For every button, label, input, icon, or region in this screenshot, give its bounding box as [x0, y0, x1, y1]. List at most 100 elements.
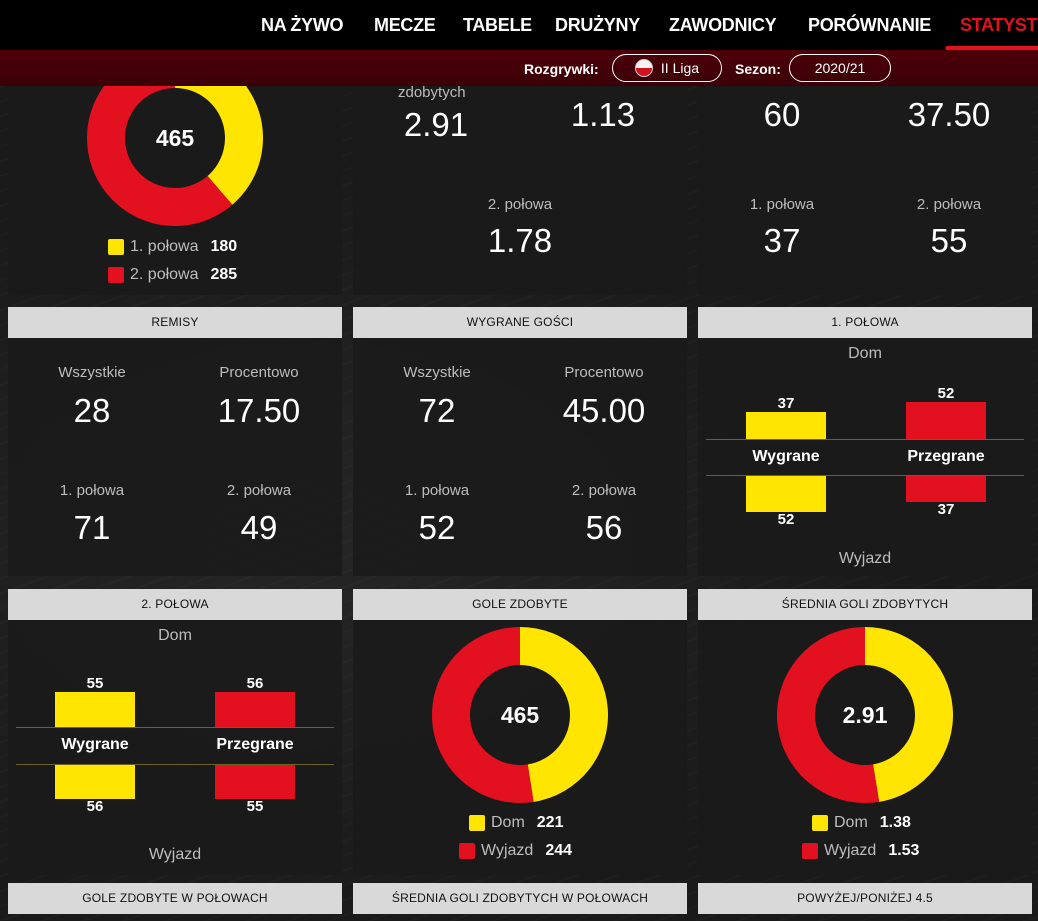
donut-slice-dom: [865, 627, 953, 802]
goals-halves-donut: [87, 86, 263, 226]
bar-value-loss-home: 56: [246, 675, 264, 692]
stat-value-second: 55: [930, 222, 968, 259]
stat-value-all: 60: [763, 96, 801, 133]
nav-na-zywo[interactable]: NA ŻYWO: [261, 15, 344, 35]
legend-dom: Dom 1.38: [812, 814, 911, 832]
bar-value-loss-away: 55: [246, 798, 264, 815]
legend-dom: Dom 221: [469, 814, 563, 832]
legend-wyjazd: Wyjazd 244: [459, 842, 572, 860]
goals-halves-panel: 465 1. połowa 180 2. połowa 285: [8, 86, 342, 295]
panel-header-2-polowa: 2. POŁOWA: [8, 589, 342, 620]
stat-value-all: 72: [418, 392, 456, 429]
panel-header-srednia-goli: ŚREDNIA GOLI ZDOBYTYCH: [698, 589, 1032, 620]
legend-second-half: 2. połowa 285: [108, 266, 237, 284]
bar-value-loss-home: 52: [937, 385, 955, 402]
donut-center-value: 2.91: [842, 702, 888, 728]
wygrane-gosci-panel: Wszystkie 72 Procentowo 45.00 1. połowa …: [353, 338, 687, 576]
legend-value: 244: [545, 842, 573, 859]
nav-zawodnicy[interactable]: ZAWODNICY: [669, 15, 777, 35]
legend-value: 180: [210, 238, 238, 255]
panel-header-srednia-w-polowach: ŚREDNIA GOLI ZDOBYTYCH W POŁOWACH: [353, 883, 687, 914]
panel-header-gole-zdobyte: GOLE ZDOBYTE: [353, 589, 687, 620]
label-wygrane: Wygrane: [61, 736, 129, 753]
label-wyjazd: Wyjazd: [838, 550, 892, 567]
bar-loss-away: [906, 476, 986, 502]
legend-swatch-yellow: [108, 239, 124, 255]
srednia-goli-panel: 2.91 Dom 1.38 Wyjazd 1.53: [698, 620, 1032, 875]
donut-center-value: 465: [500, 702, 540, 728]
legend-value: 1.53: [888, 842, 920, 859]
stat-label-second: 2. połowa: [226, 482, 292, 499]
bar-win-home: [55, 692, 135, 727]
stat-value-first: 37: [763, 222, 801, 259]
stat-value-second: 1.78: [487, 222, 553, 259]
panel-header-remisy: REMISY: [8, 307, 342, 338]
stat-label-pct: Procentowo: [564, 364, 644, 381]
donut-slice-wyjazd: [776, 627, 880, 803]
legend-label: Wyjazd: [824, 842, 877, 859]
competition-select[interactable]: II Liga: [612, 54, 722, 82]
stat-value-pct: 45.00: [562, 392, 646, 429]
panel-header-1-polowa: 1. POŁOWA: [698, 307, 1032, 338]
srednia-goli-donut: [776, 627, 953, 803]
legend-swatch-yellow: [469, 815, 485, 831]
donut-slice-dom: [520, 627, 608, 802]
season-select[interactable]: 2020/21: [789, 54, 891, 82]
stat-label-all: Wszystkie: [403, 364, 471, 381]
bar-win-away: [55, 765, 135, 799]
polowa2-panel: Dom 55 56 Wygrane Przegrane 56 55 Wyjazd: [8, 620, 342, 875]
legend-label: Wyjazd: [481, 842, 534, 859]
stat-value-first: 1.13: [570, 96, 636, 133]
gole-zdobyte-donut: [431, 627, 608, 803]
stat-value-second: 49: [240, 509, 278, 546]
stat-label-second: 2. połowa: [916, 196, 982, 213]
label-dom: Dom: [158, 627, 192, 644]
stat-label-pct: Procentowo: [219, 364, 299, 381]
divider-bottom: [706, 475, 1024, 476]
competition-value: II Liga: [660, 60, 700, 76]
bar-win-away: [746, 476, 826, 512]
bar-loss-away: [215, 765, 295, 799]
nav-tabele[interactable]: TABELE: [463, 15, 532, 35]
stat-label-first: 1. połowa: [749, 196, 815, 213]
bar-loss-home: [906, 402, 986, 439]
nav-mecze[interactable]: MECZE: [374, 15, 436, 35]
gole-zdobyte-panel: 465 Dom 221 Wyjazd 244: [353, 620, 687, 875]
panel-header-wygrane-gosci: WYGRANE GOŚCI: [353, 307, 687, 338]
stat-value-first: 71: [73, 509, 111, 546]
competition-label: Rozgrywki:: [524, 61, 599, 77]
legend-swatch-red: [802, 843, 818, 859]
legend-label: 1. połowa: [130, 238, 199, 255]
avg-goals-panel: zdobytych 2.91 1.13 2. połowa 1.78: [353, 84, 687, 295]
legend-label: Dom: [491, 814, 525, 831]
legend-first-half: 1. połowa 180: [108, 238, 237, 256]
nav-druzyny[interactable]: DRUŻYNY: [555, 15, 640, 35]
stat-value-pct: 17.50: [217, 392, 301, 429]
divider-top: [706, 439, 1024, 440]
bar-value-win-away: 52: [777, 511, 795, 528]
legend-swatch-red: [108, 267, 124, 283]
stat-label-partial: zdobytych: [398, 84, 466, 101]
nav-statystyki[interactable]: STATYSTYKI: [960, 15, 1038, 35]
stat-label-second: 2. połowa: [571, 482, 637, 499]
legend-label: Dom: [834, 814, 868, 831]
donut-slice-wyjazd: [431, 627, 534, 803]
divider-top: [16, 727, 334, 728]
season-value: 2020/21: [814, 60, 866, 76]
donut-slice-first-half: [175, 86, 263, 205]
legend-swatch-yellow: [812, 815, 828, 831]
stat-label-second: 2. połowa: [487, 196, 553, 213]
bar-value-win-home: 55: [86, 675, 104, 692]
stat-value-first: 52: [418, 509, 456, 546]
nav-porownanie[interactable]: PORÓWNANIE: [808, 15, 932, 35]
bar-win-home: [746, 412, 826, 439]
donut-center-value: 465: [155, 125, 195, 151]
donut-slice-second-half: [87, 86, 233, 226]
poland-flag-icon: [634, 59, 653, 77]
polowa1-panel: Dom 37 52 Wygrane Przegrane 52 37 Wyjazd: [698, 338, 1032, 576]
top-nav: NA ŻYWO MECZE TABELE DRUŻYNY ZAWODNICY P…: [0, 0, 1038, 50]
remisy-panel: Wszystkie 28 Procentowo 17.50 1. połowa …: [8, 338, 342, 576]
bar-loss-home: [215, 692, 295, 727]
stat-label-all: Wszystkie: [58, 364, 126, 381]
label-wyjazd: Wyjazd: [148, 846, 202, 863]
